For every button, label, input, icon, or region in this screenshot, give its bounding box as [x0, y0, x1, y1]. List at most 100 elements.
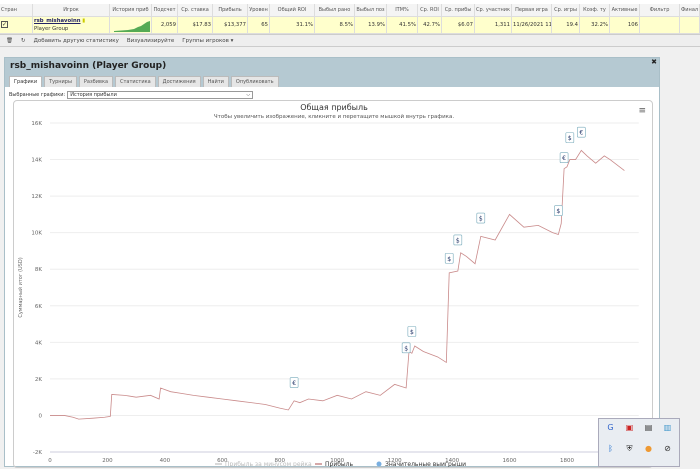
table-cell: 11/26/2021 11	[512, 17, 552, 33]
big-win-label: $	[568, 135, 572, 142]
big-win-label: $	[404, 345, 408, 352]
column-header[interactable]: Первая игра	[512, 4, 552, 16]
table-cell: 1,311	[475, 17, 512, 33]
x-tick-label: 1000	[330, 458, 344, 464]
x-tick-label: 400	[160, 458, 171, 464]
app-icon[interactable]: ▥	[663, 423, 672, 432]
y-tick-label: -2K	[33, 450, 42, 456]
tab-4[interactable]: Достижения	[157, 76, 201, 87]
x-tick-label: 1400	[445, 458, 459, 464]
table-cell: 41.5%	[387, 17, 418, 33]
column-header[interactable]: Ср. ставка	[178, 4, 213, 16]
selected-charts-label: Выбранные графики:	[9, 92, 66, 98]
table-cell: 65	[248, 17, 270, 33]
column-header[interactable]: Подсчет	[152, 4, 178, 16]
big-win-label: €	[562, 155, 566, 162]
table-cell	[680, 17, 700, 33]
tab-3[interactable]: Статистика	[115, 76, 156, 87]
column-header[interactable]: ITM%	[387, 4, 418, 16]
series-line-profit	[50, 149, 625, 420]
table-cell: 106	[610, 17, 640, 33]
table-cell: 19.4	[552, 17, 580, 33]
column-header[interactable]: Ср. ROI	[418, 4, 442, 16]
x-tick-label: 1600	[503, 458, 517, 464]
y-tick-label: 6K	[35, 304, 42, 310]
legend-item[interactable]: Прибыль за минусом рейка	[225, 461, 312, 468]
big-win-marker	[577, 126, 586, 138]
tab-1[interactable]: Турниры	[44, 76, 77, 87]
bluetooth-icon[interactable]: ᛒ	[608, 444, 613, 453]
legend-item[interactable]: Прибыль	[325, 461, 353, 468]
app-icon[interactable]: ●	[645, 444, 652, 453]
row-checkbox[interactable]: ✓	[0, 17, 33, 33]
big-win-marker	[554, 205, 563, 217]
player-groups-button[interactable]: Группы игроков ▾	[182, 37, 234, 44]
big-win-label: $	[410, 329, 414, 336]
column-header[interactable]: Активные	[610, 4, 640, 16]
x-tick-label: 1800	[560, 458, 574, 464]
table-cell	[640, 17, 680, 33]
player-cell[interactable]: rsb_mishavoinn ▮ Player Group	[33, 17, 110, 33]
column-header[interactable]: Уровен	[248, 4, 270, 16]
column-header[interactable]: Игрок	[33, 4, 110, 16]
column-header[interactable]: История приб	[110, 4, 152, 16]
column-header[interactable]: Финал	[680, 4, 700, 16]
visualize-button[interactable]: Визуализируйте	[126, 37, 175, 44]
big-win-label: $	[556, 208, 560, 215]
refresh-icon[interactable]: ↻	[20, 37, 26, 44]
device-icon[interactable]: ▤	[644, 423, 653, 432]
table-cell: 32.2%	[580, 17, 610, 33]
tab-2[interactable]: Разбивка	[78, 76, 114, 87]
app-icon[interactable]: G	[607, 423, 614, 432]
y-tick-label: 16K	[31, 121, 42, 127]
pdf-icon[interactable]: ▣	[625, 423, 634, 432]
chart-select[interactable]: История прибыли ⌵	[67, 91, 254, 99]
column-header[interactable]: Выбыл рано	[315, 4, 355, 16]
y-tick-label: 0	[39, 413, 43, 419]
big-win-label: €	[292, 380, 296, 387]
big-win-label: $	[456, 237, 460, 244]
big-win-marker	[401, 342, 411, 354]
eye-off-icon[interactable]: ⊘	[664, 444, 671, 453]
column-header[interactable]: Ср. прибы	[442, 4, 475, 16]
big-win-marker	[565, 132, 575, 143]
column-header[interactable]: Прибыль	[213, 4, 248, 16]
table-cell: $17.83	[178, 17, 213, 33]
legend-item[interactable]: Значительные выигрыши	[385, 461, 466, 468]
table-cell: 2,059	[152, 17, 178, 33]
add-stats-button[interactable]: Добавить другую статистику	[33, 37, 119, 44]
column-header[interactable]: Ср. участник	[475, 4, 512, 16]
y-axis-label: Суммарный итог (USD)	[17, 257, 24, 317]
table-row[interactable]: ✓ rsb_mishavoinn ▮ Player Group 2,059 $17.83…	[0, 17, 700, 34]
y-tick-label: 12K	[31, 194, 42, 200]
tab-0[interactable]: Графики	[9, 76, 43, 87]
player-group: Player Group	[34, 26, 69, 32]
chevron-down-icon: ⌵	[246, 92, 251, 98]
close-icon[interactable]: ✖	[651, 58, 657, 66]
column-header[interactable]: Фильтр	[640, 4, 680, 16]
column-header[interactable]: Ср. игры	[552, 4, 580, 16]
x-tick-label: 600	[217, 458, 228, 464]
shield-icon[interactable]: ⛨	[626, 444, 633, 453]
grid-header: Стран Игрок История приб Подсчет Ср. ставка П…	[0, 4, 700, 17]
big-win-label: €	[579, 130, 583, 137]
column-header[interactable]: Выбыл поз	[355, 4, 387, 16]
column-header[interactable]: Общий ROI	[270, 4, 315, 16]
profit-sparkline	[110, 17, 152, 33]
big-win-label: $	[479, 216, 483, 223]
stats-grid: Стран Игрок История приб Подсчет Ср. ставка П…	[0, 0, 700, 35]
menu-icon[interactable]: ≡	[638, 106, 646, 116]
table-cell: $13,377	[213, 17, 248, 33]
big-win-marker	[289, 377, 299, 388]
y-tick-label: 14K	[31, 158, 42, 164]
column-header[interactable]: Стран	[0, 4, 33, 16]
y-tick-label: 4K	[35, 340, 42, 346]
tab-5[interactable]: Найти	[202, 76, 229, 87]
player-name-link[interactable]: rsb_mishavoinn	[34, 18, 81, 24]
profit-chart[interactable]: Общая прибыль Чтобы увеличить изображение…	[13, 100, 653, 468]
column-header[interactable]: Коэф. ту	[580, 4, 610, 16]
chart-select-value: История прибыли	[70, 92, 117, 98]
trash-icon[interactable]: 🗑	[6, 37, 13, 44]
tab-6[interactable]: Опубликовать	[230, 76, 279, 87]
